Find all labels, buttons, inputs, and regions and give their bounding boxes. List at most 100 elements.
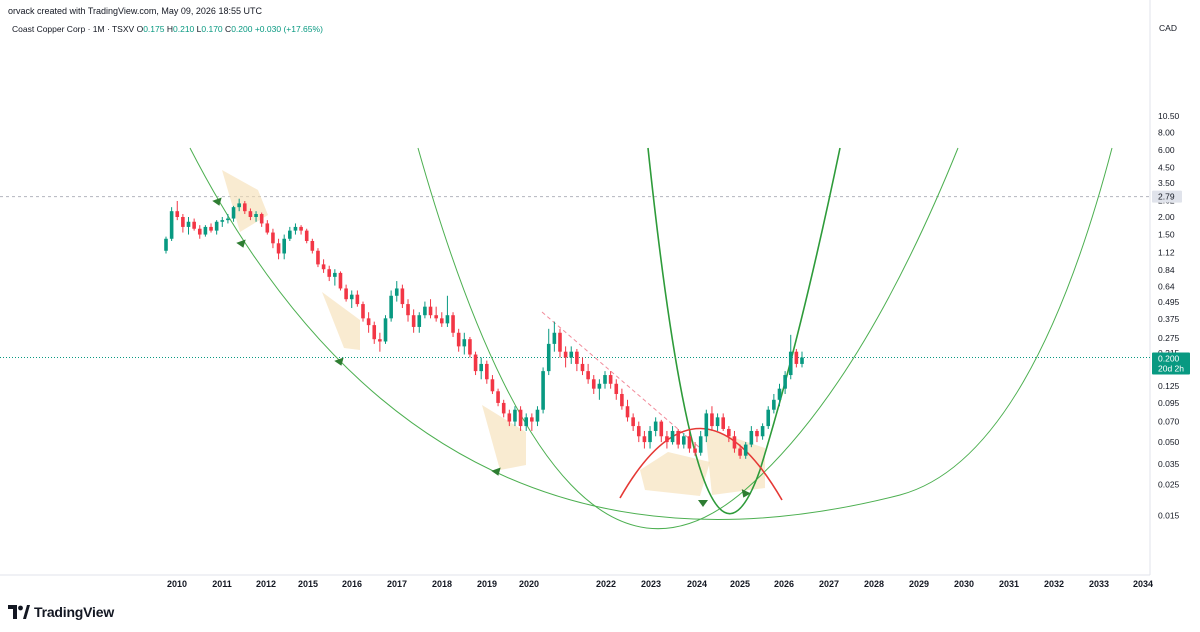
candle <box>772 393 776 414</box>
y-tick-label: 0.375 <box>1158 314 1180 324</box>
tradingview-logo[interactable]: TradingView <box>8 603 114 621</box>
candle <box>710 406 714 431</box>
x-tick-label: 2015 <box>298 579 318 589</box>
y-tick-label: 2.00 <box>1158 212 1175 222</box>
candle <box>197 225 202 239</box>
candle <box>203 225 208 237</box>
candle <box>524 413 529 431</box>
candle <box>361 301 365 322</box>
candle <box>248 208 253 221</box>
candle <box>625 399 630 422</box>
candle <box>721 413 726 431</box>
candle <box>344 284 348 302</box>
candle <box>535 406 540 427</box>
symbol-legend: Coast Copper Corp · 1M · TSXV O0.175 H0.… <box>12 24 323 34</box>
candle <box>608 371 613 389</box>
candle <box>631 413 635 431</box>
arrow-marker <box>334 357 344 366</box>
open-key: O <box>136 24 144 34</box>
dome-arc <box>619 427 783 501</box>
candle <box>445 295 450 327</box>
candle <box>620 388 624 410</box>
candle <box>349 290 354 309</box>
candle <box>434 306 438 322</box>
x-tick-label: 2012 <box>256 579 276 589</box>
candle <box>518 406 523 431</box>
candle <box>366 312 371 333</box>
candle <box>794 348 799 368</box>
close-value: 0.200 <box>231 24 253 34</box>
candle <box>237 198 241 212</box>
brand-name: TradingView <box>34 604 115 620</box>
candle <box>231 205 236 222</box>
y-tick-label: 1.50 <box>1158 230 1175 240</box>
candle <box>580 357 585 376</box>
pattern-zone <box>705 428 765 495</box>
candle <box>220 217 225 227</box>
candle <box>693 442 697 456</box>
y-tick-label: 6.00 <box>1158 145 1175 155</box>
candle <box>648 426 652 449</box>
candle <box>456 328 461 352</box>
candle <box>704 409 709 443</box>
x-tick-label: 2011 <box>212 579 232 589</box>
big-arc-1 <box>189 147 1113 520</box>
candle <box>715 413 720 431</box>
candle <box>288 226 292 241</box>
candle <box>389 290 393 322</box>
candle <box>406 299 410 322</box>
x-tick-label: 2027 <box>819 579 839 589</box>
candle <box>423 301 427 319</box>
y-tick-label: 0.64 <box>1158 282 1175 292</box>
candle <box>214 220 219 235</box>
candle <box>304 228 309 244</box>
candle <box>586 363 590 384</box>
candle <box>338 271 343 291</box>
candle <box>755 428 759 443</box>
candle <box>603 371 607 389</box>
candle <box>439 312 444 327</box>
x-tick-label: 2032 <box>1044 579 1064 589</box>
y-axis: CAD10.508.006.004.503.502.622.001.501.12… <box>1158 23 1180 521</box>
candle <box>507 409 512 427</box>
y-tick-label: 0.495 <box>1158 297 1180 307</box>
candle <box>760 423 765 440</box>
candle <box>209 223 213 233</box>
close-key: C <box>225 24 232 34</box>
candle <box>276 238 281 260</box>
candle <box>732 430 737 453</box>
high-key: H <box>166 24 173 34</box>
candle <box>614 379 619 400</box>
high-value: 0.210 <box>173 24 195 34</box>
pattern-zone <box>482 405 526 470</box>
last-price-badge <box>1152 352 1190 375</box>
candle <box>727 426 731 443</box>
candle <box>642 430 647 449</box>
arrow-marker <box>741 489 751 498</box>
candle <box>333 269 337 286</box>
candle <box>378 332 382 352</box>
candle <box>546 328 551 376</box>
candle <box>411 309 416 333</box>
candle <box>800 351 804 368</box>
candle <box>428 299 433 319</box>
steep-arc <box>647 147 841 515</box>
candle <box>293 223 298 235</box>
candle <box>530 413 534 431</box>
marked-level-value: 2.79 <box>1158 192 1175 202</box>
candle <box>355 290 360 307</box>
candle <box>226 214 230 224</box>
x-tick-label: 2031 <box>999 579 1019 589</box>
candle <box>569 346 574 364</box>
pattern-zone <box>640 452 710 496</box>
candle <box>473 351 478 376</box>
candle <box>558 328 562 358</box>
y-tick-label: 1.12 <box>1158 247 1175 257</box>
candles <box>164 198 804 459</box>
symbol-name: Coast Copper Corp · 1M · TSXV <box>12 24 135 34</box>
big-arc-2 <box>417 147 959 530</box>
currency-label: CAD <box>1159 23 1177 33</box>
candle <box>175 200 180 221</box>
candle <box>400 284 405 309</box>
